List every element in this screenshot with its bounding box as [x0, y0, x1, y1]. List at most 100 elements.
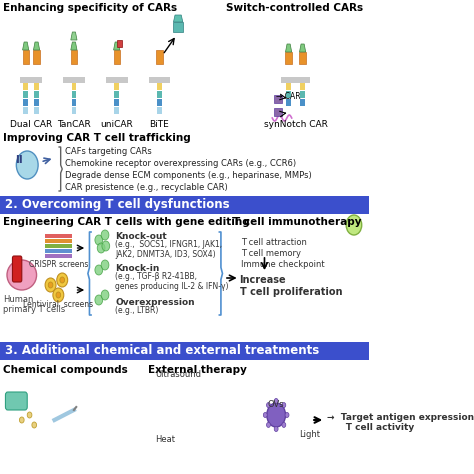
- Text: Switch-controlled CARs: Switch-controlled CARs: [226, 3, 363, 13]
- Circle shape: [19, 417, 24, 423]
- Text: BiTE: BiTE: [150, 120, 169, 129]
- FancyBboxPatch shape: [274, 108, 282, 116]
- FancyBboxPatch shape: [23, 91, 28, 98]
- FancyBboxPatch shape: [157, 107, 162, 114]
- Text: CRISPR screens: CRISPR screens: [28, 260, 88, 269]
- FancyBboxPatch shape: [117, 40, 122, 47]
- FancyBboxPatch shape: [114, 107, 119, 114]
- Text: Chemokine receptor overexpressing CARs (e.g., CCR6): Chemokine receptor overexpressing CARs (…: [64, 159, 296, 168]
- FancyBboxPatch shape: [286, 83, 291, 90]
- Circle shape: [264, 412, 267, 418]
- FancyBboxPatch shape: [20, 77, 42, 83]
- Text: Heat: Heat: [155, 435, 175, 444]
- FancyBboxPatch shape: [23, 83, 28, 90]
- Circle shape: [95, 265, 103, 275]
- Text: Dual CAR: Dual CAR: [10, 120, 52, 129]
- FancyBboxPatch shape: [34, 83, 39, 90]
- Circle shape: [102, 241, 109, 251]
- FancyBboxPatch shape: [114, 99, 119, 106]
- FancyBboxPatch shape: [23, 107, 28, 114]
- Circle shape: [95, 295, 103, 305]
- Text: Enhancing specificity of CARs: Enhancing specificity of CARs: [3, 3, 177, 13]
- FancyBboxPatch shape: [0, 342, 369, 360]
- FancyBboxPatch shape: [148, 77, 170, 83]
- Text: synNotch CAR: synNotch CAR: [264, 120, 328, 129]
- FancyBboxPatch shape: [45, 249, 73, 253]
- Text: Knock-out: Knock-out: [115, 232, 167, 241]
- Text: CAFs targeting CARs: CAFs targeting CARs: [64, 147, 151, 156]
- Polygon shape: [114, 42, 120, 50]
- Circle shape: [266, 422, 270, 428]
- Text: External therapy: External therapy: [148, 365, 246, 375]
- FancyBboxPatch shape: [34, 91, 39, 98]
- FancyBboxPatch shape: [72, 107, 76, 114]
- Circle shape: [97, 243, 105, 253]
- Circle shape: [274, 399, 278, 403]
- Text: T cell memory: T cell memory: [241, 249, 301, 258]
- Polygon shape: [173, 15, 183, 22]
- FancyBboxPatch shape: [300, 99, 305, 106]
- Circle shape: [346, 215, 362, 235]
- FancyBboxPatch shape: [156, 50, 163, 64]
- Circle shape: [267, 403, 285, 427]
- FancyBboxPatch shape: [0, 196, 369, 214]
- FancyBboxPatch shape: [300, 83, 305, 90]
- Circle shape: [282, 402, 286, 408]
- Text: Immune checkpoint: Immune checkpoint: [241, 260, 325, 269]
- Text: T cell immunotherapy: T cell immunotherapy: [233, 217, 362, 227]
- Circle shape: [95, 235, 103, 245]
- Circle shape: [16, 151, 38, 179]
- FancyBboxPatch shape: [71, 50, 77, 64]
- FancyBboxPatch shape: [45, 244, 73, 248]
- Circle shape: [56, 292, 61, 298]
- Circle shape: [32, 422, 36, 428]
- Polygon shape: [71, 42, 77, 50]
- Text: Lentiviral  screens: Lentiviral screens: [23, 300, 93, 309]
- Text: → CAR: → CAR: [276, 92, 301, 101]
- FancyBboxPatch shape: [72, 99, 76, 106]
- FancyBboxPatch shape: [157, 91, 162, 98]
- FancyBboxPatch shape: [34, 99, 39, 106]
- Circle shape: [101, 230, 109, 240]
- Text: (e.g., LTBR): (e.g., LTBR): [115, 306, 158, 315]
- FancyBboxPatch shape: [157, 83, 162, 90]
- FancyBboxPatch shape: [157, 99, 162, 106]
- Circle shape: [282, 422, 286, 428]
- Polygon shape: [23, 42, 29, 50]
- Circle shape: [27, 412, 32, 418]
- FancyBboxPatch shape: [12, 256, 22, 282]
- FancyBboxPatch shape: [173, 22, 183, 32]
- Text: Human
primary T cells: Human primary T cells: [3, 295, 65, 314]
- Text: Degrade dense ECM components (e.g., heparinase, MMPs): Degrade dense ECM components (e.g., hepa…: [64, 171, 311, 180]
- FancyBboxPatch shape: [300, 52, 306, 64]
- FancyBboxPatch shape: [45, 239, 73, 243]
- FancyBboxPatch shape: [34, 107, 39, 114]
- Circle shape: [274, 427, 278, 431]
- Circle shape: [45, 278, 56, 292]
- Text: Ultrasound: Ultrasound: [155, 370, 201, 379]
- Text: Knock-in: Knock-in: [115, 264, 160, 273]
- Circle shape: [101, 290, 109, 300]
- Text: 3. Additional chemical and external treatments: 3. Additional chemical and external trea…: [5, 344, 319, 357]
- FancyBboxPatch shape: [45, 254, 73, 258]
- Text: Chemical compounds: Chemical compounds: [3, 365, 128, 375]
- FancyBboxPatch shape: [300, 91, 305, 98]
- FancyBboxPatch shape: [23, 50, 29, 64]
- Text: CAR presistence (e.g., recyclable CAR): CAR presistence (e.g., recyclable CAR): [64, 183, 228, 192]
- Text: TanCAR: TanCAR: [57, 120, 91, 129]
- Text: (e.g.,  SOCS1, IFNGR1, JAK1,
JAK2, DNMT3A, ID3, SOX4): (e.g., SOCS1, IFNGR1, JAK1, JAK2, DNMT3A…: [115, 240, 222, 259]
- Text: Engineering CAR T cells with gene editing: Engineering CAR T cells with gene editin…: [3, 217, 250, 227]
- Circle shape: [57, 273, 68, 287]
- FancyBboxPatch shape: [114, 50, 120, 64]
- Polygon shape: [285, 44, 292, 52]
- Text: 2. Overcoming T cell dysfunctions: 2. Overcoming T cell dysfunctions: [5, 198, 230, 211]
- Text: T cell attraction: T cell attraction: [241, 238, 307, 247]
- Circle shape: [60, 277, 64, 283]
- Circle shape: [266, 402, 270, 408]
- FancyBboxPatch shape: [106, 77, 128, 83]
- FancyBboxPatch shape: [5, 392, 27, 410]
- Circle shape: [285, 412, 289, 418]
- FancyBboxPatch shape: [23, 99, 28, 106]
- Text: Improving CAR T cell trafficking: Improving CAR T cell trafficking: [3, 133, 191, 143]
- FancyBboxPatch shape: [72, 83, 76, 90]
